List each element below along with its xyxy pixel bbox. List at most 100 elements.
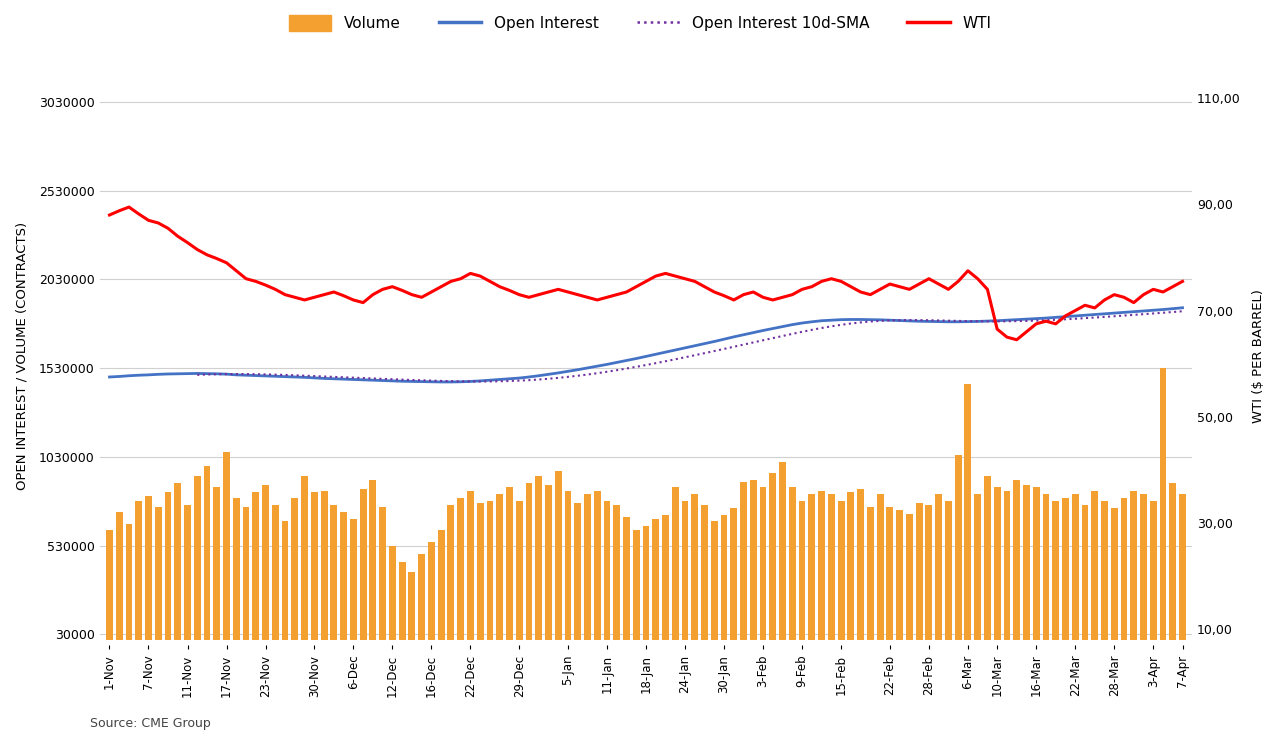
Bar (174, 484, 182, 640)
Bar (554, 471, 562, 640)
Bar (1071, 494, 1079, 640)
Bar (750, 480, 756, 640)
Bar (1014, 480, 1020, 640)
Bar (740, 482, 748, 640)
Bar (193, 476, 201, 640)
Bar (1160, 368, 1166, 640)
Bar (780, 462, 786, 640)
Bar (837, 501, 845, 640)
Bar (788, 487, 796, 640)
Bar (311, 493, 317, 640)
Bar (799, 501, 805, 640)
Bar (526, 484, 532, 640)
Bar (252, 493, 260, 640)
Bar (1033, 487, 1039, 640)
Bar (867, 506, 874, 640)
Bar (457, 498, 465, 640)
Bar (896, 510, 904, 640)
Bar (545, 485, 552, 640)
Bar (682, 501, 689, 640)
Bar (204, 466, 210, 640)
Bar (632, 530, 640, 640)
Bar (497, 494, 503, 640)
Bar (594, 490, 600, 640)
Bar (1101, 501, 1108, 640)
Bar (965, 384, 972, 640)
Bar (535, 476, 543, 640)
Bar (575, 503, 581, 640)
Bar (653, 519, 659, 640)
Bar (925, 505, 932, 640)
Bar (721, 515, 727, 640)
Bar (448, 505, 454, 640)
Legend: Volume, Open Interest, Open Interest 10d-SMA, WTI: Volume, Open Interest, Open Interest 10d… (280, 7, 1000, 39)
Bar (516, 501, 522, 640)
Bar (701, 505, 708, 640)
Bar (945, 501, 952, 640)
Bar (243, 506, 250, 640)
Bar (1179, 494, 1187, 640)
Bar (330, 505, 337, 640)
Bar (1062, 498, 1069, 640)
Bar (262, 485, 269, 640)
Bar (223, 451, 230, 640)
Bar (818, 490, 826, 640)
Bar (955, 455, 961, 640)
Bar (1170, 484, 1176, 640)
Bar (408, 573, 415, 640)
Bar (1042, 494, 1050, 640)
Bar (915, 503, 923, 640)
Bar (564, 490, 571, 640)
Bar (136, 501, 142, 640)
Bar (691, 494, 698, 640)
Bar (282, 520, 288, 640)
Bar (428, 542, 435, 640)
Bar (184, 505, 191, 640)
Bar (974, 494, 980, 640)
Text: Source: CME Group: Source: CME Group (90, 716, 210, 730)
Bar (145, 496, 152, 640)
Bar (604, 501, 611, 640)
Bar (1082, 505, 1088, 640)
Bar (389, 545, 396, 640)
Bar (370, 480, 376, 640)
Bar (321, 490, 328, 640)
Bar (759, 487, 767, 640)
Bar (672, 487, 678, 640)
Bar (506, 487, 513, 640)
Bar (125, 524, 132, 640)
Bar (476, 503, 484, 640)
Bar (887, 506, 893, 640)
Bar (214, 487, 220, 640)
Bar (271, 505, 279, 640)
Bar (349, 519, 357, 640)
Bar (1120, 498, 1128, 640)
Bar (662, 515, 669, 640)
Bar (584, 494, 591, 640)
Bar (936, 494, 942, 640)
Bar (1092, 490, 1098, 640)
Bar (360, 489, 366, 640)
Bar (301, 476, 308, 640)
Bar (165, 493, 172, 640)
Bar (731, 509, 737, 640)
Bar (233, 498, 239, 640)
Bar (613, 505, 620, 640)
Bar (769, 473, 776, 640)
Y-axis label: OPEN INTEREST / VOLUME (CONTRACTS): OPEN INTEREST / VOLUME (CONTRACTS) (15, 222, 28, 490)
Bar (155, 506, 161, 640)
Bar (877, 494, 883, 640)
Bar (643, 526, 649, 640)
Bar (623, 517, 630, 640)
Bar (340, 512, 347, 640)
Bar (379, 506, 387, 640)
Bar (809, 494, 815, 640)
Bar (858, 489, 864, 640)
Bar (292, 498, 298, 640)
Bar (1111, 509, 1117, 640)
Bar (398, 562, 406, 640)
Y-axis label: WTI ($ PER BARREL): WTI ($ PER BARREL) (1252, 288, 1265, 423)
Bar (1052, 501, 1059, 640)
Bar (1023, 485, 1030, 640)
Bar (486, 501, 493, 640)
